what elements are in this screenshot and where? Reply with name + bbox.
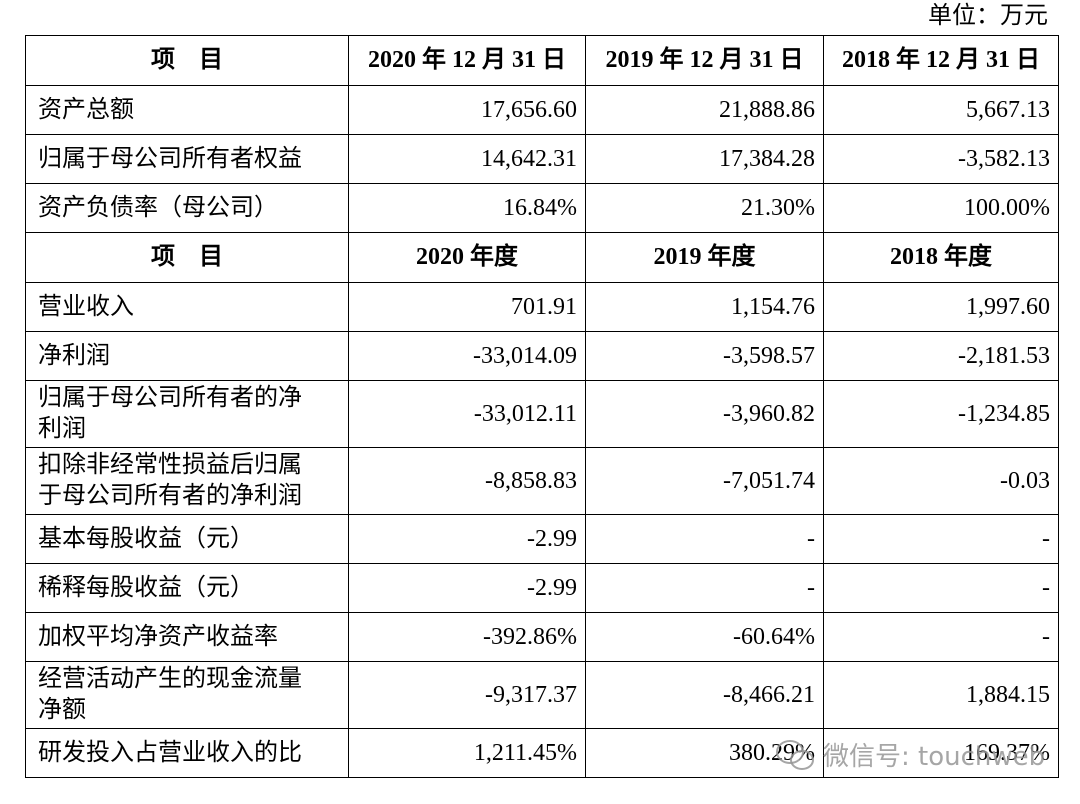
data-row: 资产总额 17,656.60 21,888.86 5,667.13 (25, 85, 1059, 135)
value-cell: - (585, 563, 824, 613)
value-cell: 5,667.13 (823, 85, 1059, 135)
value-cell: 16.84% (348, 183, 586, 233)
data-row: 营业收入 701.91 1,154.76 1,997.60 (25, 282, 1059, 332)
header-cell: 2018 年 12 月 31 日 (823, 35, 1059, 86)
value-cell: 1,154.76 (585, 282, 824, 332)
value-cell: -2.99 (348, 563, 586, 613)
header-cell: 2018 年度 (823, 232, 1059, 283)
value-cell: -3,598.57 (585, 331, 824, 381)
value-cell: -3,960.82 (585, 380, 824, 448)
row-label: 基本每股收益（元） (25, 514, 349, 564)
value-cell: -3,582.13 (823, 134, 1059, 184)
value-cell: 21,888.86 (585, 85, 824, 135)
row-label: 经营活动产生的现金流量净额 (25, 661, 349, 729)
header-cell: 项 目 (25, 232, 349, 283)
watermark-text: 微信号: touchweb (823, 742, 1046, 772)
header-cell: 2019 年 12 月 31 日 (585, 35, 824, 86)
row-label: 营业收入 (25, 282, 349, 332)
data-row: 基本每股收益（元） -2.99- - (25, 514, 1059, 564)
value-cell: 21.30% (585, 183, 824, 233)
value-cell: -60.64% (585, 612, 824, 662)
row-label: 资产负债率（母公司） (25, 183, 349, 233)
data-row: 研发投入占营业收入的比 1,211.45% 380.29% 169.37% (25, 728, 1059, 778)
watermark: 微信号: touchweb (775, 736, 1045, 773)
data-row: 归属于母公司所有者的净利润 -33,012.11 -3,960.82 -1,234.8… (25, 380, 1059, 448)
value-cell: 1,884.15 (823, 661, 1059, 729)
header-cell: 2019 年度 (585, 232, 824, 283)
row-label: 扣除非经常性损益后归属于母公司所有者的净利润 (25, 447, 349, 515)
value-cell: -8,858.83 (348, 447, 586, 515)
header-cell: 项 目 (25, 35, 349, 86)
row-label: 净利润 (25, 331, 349, 381)
value-cell: -1,234.85 (823, 380, 1059, 448)
row-label: 资产总额 (25, 85, 349, 135)
data-row: 归属于母公司所有者权益 14,642.31 17,384.28 -3,582.13 (25, 134, 1059, 184)
data-row: 净利润 -33,014.09 -3,598.57 -2,181.53 (25, 331, 1059, 381)
header-row: 项 目 2020 年 12 月 31 日 2019 年 12 月 31 日 2018 … (25, 35, 1059, 86)
value-cell: 1,211.45% (348, 728, 586, 778)
header-cell: 2020 年度 (348, 232, 586, 283)
row-label: 稀释每股收益（元） (25, 563, 349, 613)
row-label: 归属于母公司所有者权益 (25, 134, 349, 184)
value-cell: - (585, 514, 824, 564)
value-cell: -33,012.11 (348, 380, 586, 448)
value-cell: -392.86% (348, 612, 586, 662)
value-cell: 17,384.28 (585, 134, 824, 184)
value-cell: - (823, 612, 1059, 662)
value-cell: -9,317.37 (348, 661, 586, 729)
table-body: 项 目 2020 年 12 月 31 日 2019 年 12 月 31 日 2018 … (25, 35, 1059, 778)
row-label: 加权平均净资产收益率 (25, 612, 349, 662)
value-cell: -7,051.74 (585, 447, 824, 515)
value-cell: 14,642.31 (348, 134, 586, 184)
value-cell: 701.91 (348, 282, 586, 332)
data-row: 加权平均净资产收益率 -392.86% -60.64% - (25, 612, 1059, 662)
value-cell: -2,181.53 (823, 331, 1059, 381)
header-row: 项 目 2020 年度 2019 年度 2018 年度 (25, 232, 1059, 283)
value-cell: -33,014.09 (348, 331, 586, 381)
row-label: 归属于母公司所有者的净利润 (25, 380, 349, 448)
value-cell: -8,466.21 (585, 661, 824, 729)
data-row: 稀释每股收益（元） -2.99- - (25, 563, 1059, 613)
value-cell: 17,656.60 (348, 85, 586, 135)
value-cell: - (823, 563, 1059, 613)
unit-label: 单位：万元 (928, 3, 1048, 29)
value-cell: -0.03 (823, 447, 1059, 515)
header-cell: 2020 年 12 月 31 日 (348, 35, 586, 86)
watermark-icon (776, 739, 814, 770)
value-cell: 1,997.60 (823, 282, 1059, 332)
data-row: 经营活动产生的现金流量净额 -9,317.37 -8,466.21 1,884.15 (25, 661, 1059, 729)
row-label: 研发投入占营业收入的比 (25, 728, 349, 778)
value-cell: 169.37% (823, 728, 1059, 778)
data-row: 扣除非经常性损益后归属于母公司所有者的净利润 -8,858.83 -7,051.74… (25, 447, 1059, 515)
value-cell: - (823, 514, 1059, 564)
value-cell: -2.99 (348, 514, 586, 564)
data-row: 资产负债率（母公司） 16.84% 21.30% 100.00% (25, 183, 1059, 233)
financial-table: 项 目 2020 年 12 月 31 日 2019 年 12 月 31 日 2018 … (25, 35, 1059, 778)
value-cell: 100.00% (823, 183, 1059, 233)
value-cell: 380.29% (585, 728, 824, 778)
